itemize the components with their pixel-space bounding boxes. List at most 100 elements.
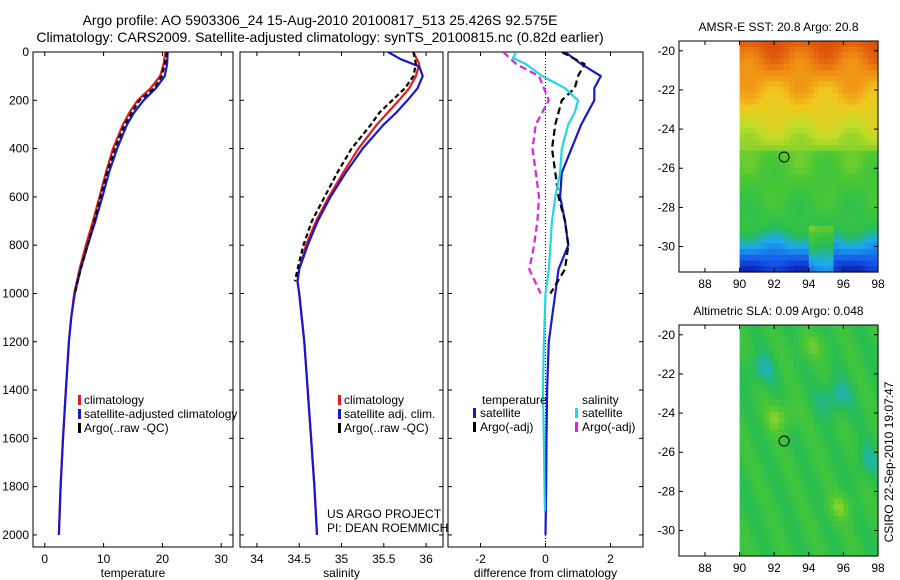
- heatmap-cell: [838, 81, 844, 88]
- heatmap-cell: [873, 75, 879, 82]
- heatmap-cell: [848, 196, 854, 204]
- heatmap-cell: [754, 231, 760, 238]
- heatmap-cell: [853, 325, 859, 332]
- heatmap-cell: [759, 179, 765, 186]
- heatmap-cell: [739, 116, 746, 123]
- heatmap-cell: [838, 365, 844, 372]
- heatmap-cell: [789, 475, 795, 482]
- heatmap-cell: [818, 423, 825, 430]
- heatmap-cell: [769, 388, 775, 395]
- heatmap-cell: [784, 394, 790, 401]
- heatmap-cell: [749, 492, 755, 499]
- heatmap-cell: [843, 220, 849, 227]
- heatmap-cell: [759, 371, 765, 378]
- heatmap-cell: [803, 64, 810, 71]
- heatmap-cell: [838, 521, 844, 528]
- heatmap-cell: [828, 150, 835, 158]
- heatmap-cell: [744, 185, 750, 192]
- heatmap-cell: [764, 504, 770, 511]
- heatmap-cell: [858, 139, 864, 146]
- heatmap-cell: [789, 41, 795, 48]
- heatmap-cell: [843, 168, 849, 175]
- heatmap-cell: [838, 336, 844, 343]
- heatmap-cell: [754, 371, 760, 378]
- heatmap-cell: [833, 469, 839, 476]
- heatmap-cell: [779, 342, 785, 349]
- heatmap-cell: [764, 429, 770, 436]
- heatmap-cell: [858, 417, 864, 424]
- heatmap-cell: [798, 41, 805, 48]
- heatmap-cell: [774, 330, 780, 338]
- heatmap-cell: [754, 434, 760, 442]
- heatmap-cell: [769, 81, 775, 88]
- heatmap-cell: [798, 202, 805, 210]
- heatmap-cell: [863, 434, 869, 442]
- heatmap-cell: [818, 336, 825, 343]
- x-tick-label: 35: [335, 552, 349, 566]
- heatmap-cell: [744, 231, 750, 238]
- heatmap-cell: [769, 440, 775, 447]
- heatmap-cell: [843, 243, 849, 250]
- heatmap-cell: [818, 504, 825, 511]
- heatmap-cell: [794, 150, 800, 158]
- heatmap-cell: [858, 156, 864, 163]
- heatmap-cell: [739, 394, 746, 401]
- y-tick-label: -30: [658, 240, 676, 254]
- heatmap-cell: [873, 411, 879, 418]
- heatmap-cell: [774, 225, 780, 233]
- heatmap-cell: [813, 162, 820, 169]
- heatmap-cell: [744, 208, 750, 215]
- heatmap-cell: [764, 156, 770, 163]
- heatmap-cell: [769, 538, 775, 546]
- series-line-temperature-argo-adj-: [549, 52, 586, 295]
- heatmap-cell: [823, 162, 830, 169]
- heatmap-cell: [803, 41, 810, 48]
- heatmap-cell: [759, 202, 765, 210]
- heatmap-cell: [813, 486, 820, 494]
- heatmap-cell: [863, 220, 869, 227]
- heatmap-cell: [848, 365, 854, 372]
- heatmap-cell: [774, 248, 780, 256]
- heatmap-cell: [873, 220, 879, 227]
- y-tick-label: -28: [658, 200, 676, 214]
- heatmap-cell: [769, 544, 775, 551]
- heatmap-cell: [863, 104, 869, 111]
- heatmap-cell: [838, 429, 844, 436]
- heatmap-cell: [794, 411, 800, 418]
- heatmap-cell: [803, 400, 810, 407]
- heatmap-cell: [813, 214, 820, 221]
- heatmap-cell: [803, 417, 810, 424]
- heatmap-cell: [749, 52, 755, 59]
- heatmap-cell: [853, 98, 859, 106]
- heatmap-cell: [868, 64, 874, 71]
- heatmap-cell: [774, 382, 780, 390]
- heatmap-cell: [848, 371, 854, 378]
- heatmap-cell: [798, 371, 805, 378]
- heatmap-cell: [739, 417, 746, 424]
- heatmap-cell: [774, 41, 780, 48]
- heatmap-cell: [843, 191, 849, 198]
- heatmap-cell: [848, 104, 854, 111]
- heatmap-cell: [754, 550, 760, 557]
- heatmap-cell: [828, 121, 835, 129]
- heatmap-cell: [764, 434, 770, 442]
- heatmap-cell: [754, 127, 760, 134]
- heatmap-cell: [754, 243, 760, 250]
- heatmap-cell: [843, 469, 849, 476]
- heatmap-cell: [739, 191, 746, 198]
- heatmap-cell: [828, 388, 835, 395]
- heatmap-cell: [828, 475, 835, 482]
- heatmap-cell: [838, 469, 844, 476]
- heatmap-cell: [774, 185, 780, 192]
- heatmap-cell: [794, 480, 800, 488]
- heatmap-cell: [823, 266, 830, 273]
- heatmap-cell: [828, 243, 835, 250]
- heatmap-cell: [784, 110, 790, 117]
- heatmap-cell: [813, 69, 820, 77]
- heatmap-cell: [764, 220, 770, 227]
- heatmap-cell: [784, 348, 790, 355]
- heatmap-cell: [818, 116, 825, 123]
- heatmap-cell: [784, 388, 790, 395]
- heatmap-cell: [838, 544, 844, 551]
- heatmap-cell: [823, 504, 830, 511]
